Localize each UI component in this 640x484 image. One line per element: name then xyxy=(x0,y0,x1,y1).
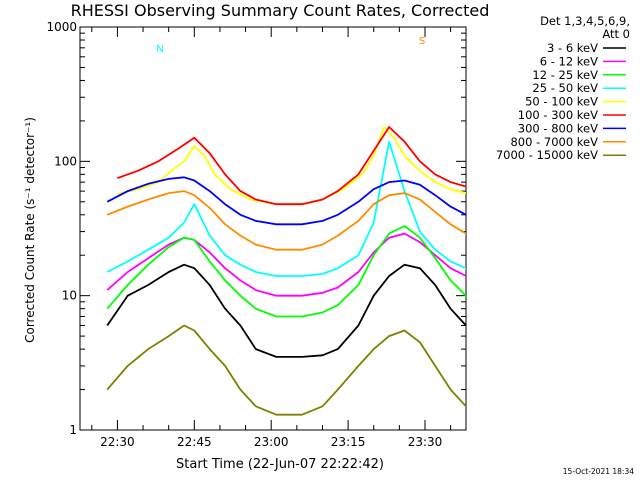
x-tick-label: 23:00 xyxy=(254,435,289,449)
annotation-label: N xyxy=(156,44,163,55)
series-line xyxy=(106,324,466,416)
y-tick-label: 1000 xyxy=(46,20,77,34)
series-line xyxy=(106,263,466,358)
legend-label: 6 - 12 keV xyxy=(540,54,598,68)
plot-frame xyxy=(79,26,467,431)
series-line xyxy=(106,190,466,251)
series-line xyxy=(106,225,466,318)
y-tick-label: 1 xyxy=(69,423,77,437)
legend-label: 25 - 50 keV xyxy=(532,81,598,95)
x-tick-label: 22:30 xyxy=(100,435,135,449)
y-axis-label: Corrected Count Rate (s⁻¹ detector⁻¹) xyxy=(23,117,37,343)
legend-label: 3 - 6 keV xyxy=(547,41,598,55)
series-line xyxy=(106,176,466,226)
legend-header-line: Det 1,3,4,5,6,9, xyxy=(540,14,630,28)
series-group xyxy=(106,126,466,416)
series-line xyxy=(117,126,466,206)
legend-label: 12 - 25 keV xyxy=(532,68,598,82)
legend-label: 7000 - 15000 keV xyxy=(496,148,598,162)
annotation-label: S xyxy=(419,36,425,47)
x-tick-label: 23:30 xyxy=(408,435,443,449)
legend-label: 100 - 300 keV xyxy=(518,108,598,122)
y-tick-label: 10 xyxy=(62,289,77,303)
legend-header-line: Att 0 xyxy=(602,27,630,41)
series-line xyxy=(117,126,466,206)
chart-title: RHESSI Observing Summary Count Rates, Co… xyxy=(71,1,490,20)
timestamp: 15-Oct-2021 18:34 xyxy=(563,467,634,476)
x-tick-label: 22:45 xyxy=(177,435,212,449)
legend-label: 300 - 800 keV xyxy=(518,121,598,135)
legend-label: 50 - 100 keV xyxy=(525,95,598,109)
x-axis-label: Start Time (22-Jun-07 22:22:42) xyxy=(176,457,384,472)
plot-area: 1 10 100 1000 22:30 22:45 23:00 23:15 23:30 xyxy=(46,20,467,449)
y-tick-label: 100 xyxy=(54,154,77,168)
x-tick-label: 23:15 xyxy=(331,435,366,449)
legend-label: 800 - 7000 keV xyxy=(510,135,598,149)
series-line xyxy=(106,140,466,277)
